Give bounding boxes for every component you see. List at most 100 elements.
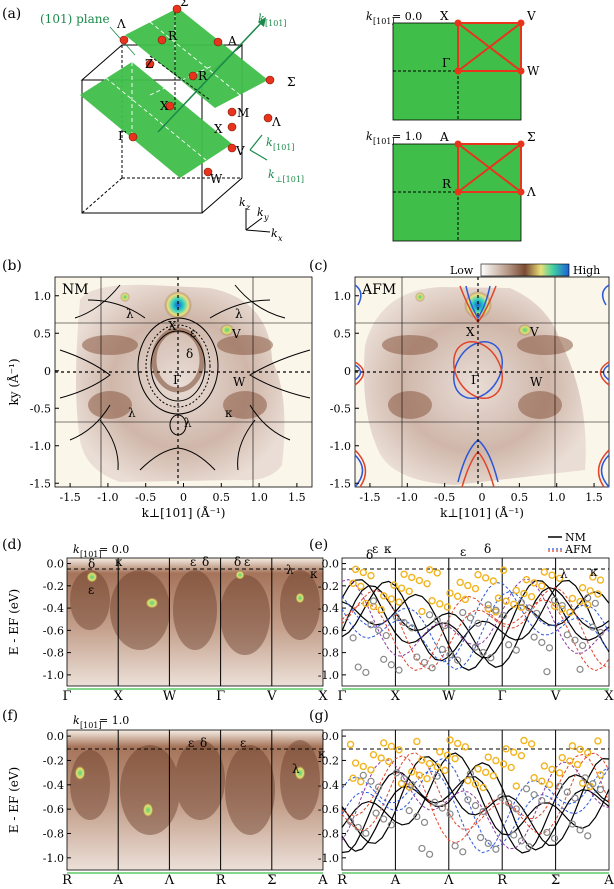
- arpes-marker: [459, 848, 467, 856]
- arpes-marker: [400, 618, 408, 627]
- slice-corner-point: [517, 19, 525, 27]
- arpes-marker: [530, 774, 538, 782]
- band-label: δ: [88, 557, 95, 571]
- band-curve: [341, 578, 610, 657]
- y-tick-label: -1.0: [318, 852, 339, 865]
- y-tick-label: 1.0: [334, 290, 352, 303]
- arpes-marker: [405, 587, 413, 595]
- arpes-marker: [461, 743, 469, 751]
- arpes-marker: [415, 771, 424, 779]
- panel-c-axes: -1.5 -1.0 -0.5 0 0.5 1.0 1.5 1.0 0.5 0 -0.5 -1.0 -1.…: [330, 290, 603, 520]
- panel-b-axes: -1.5 -1.0 -0.5 0 0.5 1.0 1.5 1.0 0.5 0 -0.5 -1.0 -1.…: [6, 290, 306, 520]
- arpes-marker: [492, 756, 500, 765]
- y-tick-label: -0.8: [318, 827, 339, 840]
- arpes-marker: [533, 609, 541, 617]
- arpes-marker: [502, 745, 510, 753]
- bz-point-label: X: [214, 122, 223, 136]
- y-tick-label: -1.0: [43, 852, 64, 865]
- slice-corner-label: A: [439, 130, 449, 144]
- arpes-marker: [387, 821, 395, 829]
- arpes-marker: [357, 777, 365, 786]
- arpes-marker: [380, 655, 388, 663]
- panel-e-label: (e): [309, 537, 328, 553]
- arpes-marker: [408, 624, 416, 632]
- arpes-marker: [566, 757, 574, 765]
- arpes-marker: [563, 631, 571, 639]
- panel-g: (g) 0.0-0.2-0.4-0.6-0.8-1.0R A Λ R Σ A: [309, 708, 614, 888]
- arpes-marker: [380, 815, 388, 823]
- arpes-marker: [420, 658, 429, 667]
- arpes-marker: [400, 570, 408, 578]
- arpes-marker: [589, 780, 597, 788]
- arpes-marker: [349, 774, 357, 782]
- band-label: κ: [310, 567, 318, 581]
- fs-point-label: λ: [126, 307, 134, 321]
- fs-point-label: ε: [190, 326, 196, 340]
- k-path-label: A: [113, 873, 124, 888]
- bz-point-label: A: [227, 34, 237, 48]
- svg-text:k: k: [239, 196, 246, 209]
- arpes-marker: [474, 571, 482, 579]
- y-tick-label: -0.6: [43, 624, 64, 637]
- arpes-marker: [548, 571, 556, 579]
- arpes-marker: [596, 628, 605, 637]
- arpes-marker: [415, 576, 424, 585]
- arpes-marker: [558, 605, 566, 613]
- arpes-marker: [433, 763, 441, 771]
- bz-point: [157, 35, 167, 45]
- arpes-marker: [558, 753, 566, 762]
- k-path-label: R: [497, 873, 508, 888]
- arpes-marker: [530, 579, 538, 587]
- x-tick-label: 0: [479, 491, 486, 504]
- panel-a: (a) k [101]: [2, 0, 540, 243]
- arpes-marker: [589, 573, 597, 581]
- arpes-marker: [556, 782, 564, 790]
- arpes-marker: [576, 826, 584, 834]
- svg-text:= 0.0: = 0.0: [392, 10, 422, 23]
- panel-f-label: (f): [2, 708, 18, 724]
- arpes-marker: [359, 568, 367, 577]
- panel-f-axes: 0.0 -0.2 -0.4 -0.6 -0.8 -1.0 R A Λ R Σ A E - EF (eV): [7, 730, 328, 888]
- arpes-marker: [584, 832, 592, 840]
- k101-label: k: [258, 12, 265, 25]
- fs-point-label: Γ: [173, 373, 181, 387]
- y-tick-label: -1.0: [30, 440, 51, 453]
- arpes-marker: [408, 780, 416, 789]
- arpes-marker: [377, 754, 385, 762]
- arpes-marker: [538, 777, 546, 785]
- colorbar: [480, 263, 570, 277]
- arpes-marker: [349, 634, 357, 642]
- band-label: κ: [318, 747, 326, 761]
- arpes-marker: [573, 760, 582, 769]
- arpes-marker: [418, 756, 426, 764]
- arpes-marker: [576, 597, 584, 606]
- arpes-marker: [362, 668, 370, 677]
- k-path-label: R: [216, 873, 227, 888]
- band-label: δ: [484, 542, 491, 556]
- y-tick-label: -0.6: [43, 803, 64, 816]
- arpes-marker: [354, 823, 362, 832]
- arpes-marker: [413, 812, 421, 821]
- arpes-marker: [505, 641, 513, 649]
- arpes-marker: [456, 578, 464, 587]
- bz-point: [165, 101, 175, 111]
- arpes-marker: [428, 597, 436, 605]
- k-path-label: Γ: [216, 689, 225, 704]
- arpes-marker: [484, 605, 492, 613]
- arpes-marker: [451, 842, 459, 850]
- arpes-marker: [484, 753, 492, 761]
- arpes-marker: [489, 772, 498, 780]
- arpes-marker: [512, 782, 520, 790]
- y-tick-label: -0.4: [43, 602, 64, 615]
- arpes-marker: [471, 801, 480, 810]
- k-path-label: Λ: [443, 873, 454, 888]
- band-curve: [341, 585, 610, 668]
- arpes-marker: [369, 751, 378, 759]
- band-label: κ: [115, 555, 123, 569]
- arpes-marker: [540, 762, 549, 770]
- arpes-marker: [446, 736, 454, 744]
- arpes-marker: [461, 595, 469, 604]
- fs-point-label: X: [168, 319, 177, 333]
- arpes-marker: [397, 584, 406, 592]
- legend-nm: NM: [565, 531, 586, 544]
